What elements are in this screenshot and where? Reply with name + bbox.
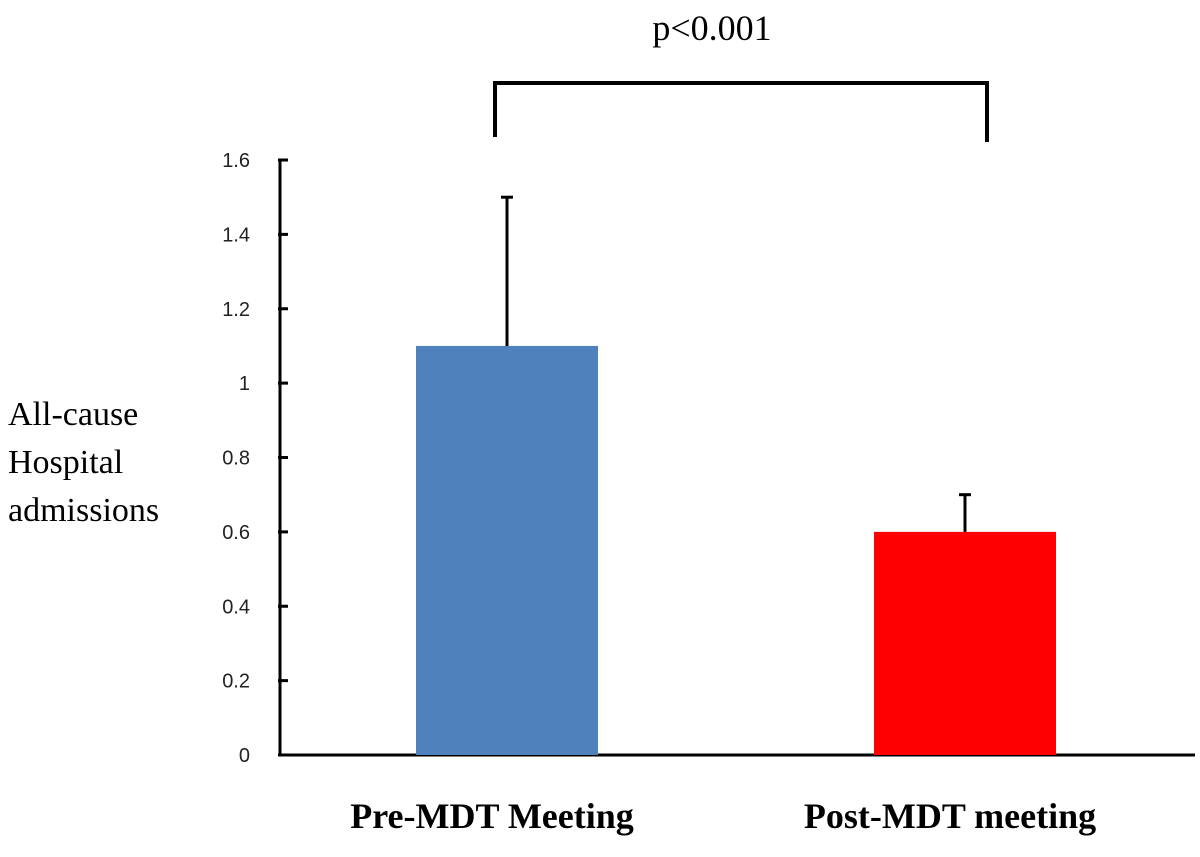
- ylabel-line-1: All-cause: [8, 396, 138, 433]
- significance-bracket-line: [493, 81, 989, 142]
- category-labels: Pre-MDT Meeting Post-MDT meeting: [350, 796, 1096, 836]
- y-tick-label: 0: [239, 745, 250, 767]
- y-tick-label: 0.6: [222, 522, 250, 544]
- y-tick-label: 1: [239, 373, 250, 395]
- bar-post-mdt: [874, 531, 1056, 755]
- y-tick-label: 0.4: [222, 596, 250, 618]
- error-bars: [501, 195, 971, 532]
- y-tick-label: 1.4: [222, 224, 250, 246]
- significance-bracket: p<0.001: [493, 8, 989, 142]
- p-value-annotation: p<0.001: [652, 8, 771, 48]
- ylabel-line-2: Hospital: [8, 444, 123, 481]
- y-tick-label: 0.8: [222, 448, 250, 470]
- ylabel-line-3: admissions: [8, 492, 159, 529]
- y-axis-label: All-cause Hospital admissions: [8, 396, 159, 529]
- category-label: Post-MDT meeting: [804, 796, 1096, 836]
- y-ticks: 0 0.2 0.4 0.6 0.8 1 1.2 1.4 1.6: [222, 150, 288, 767]
- y-tick-label: 1.2: [222, 299, 250, 321]
- bar-pre-mdt: [416, 345, 598, 755]
- y-tick-label: 1.6: [222, 150, 250, 172]
- y-tick-label: 0.2: [222, 671, 250, 693]
- category-label: Pre-MDT Meeting: [350, 796, 634, 836]
- bars: [416, 345, 1056, 755]
